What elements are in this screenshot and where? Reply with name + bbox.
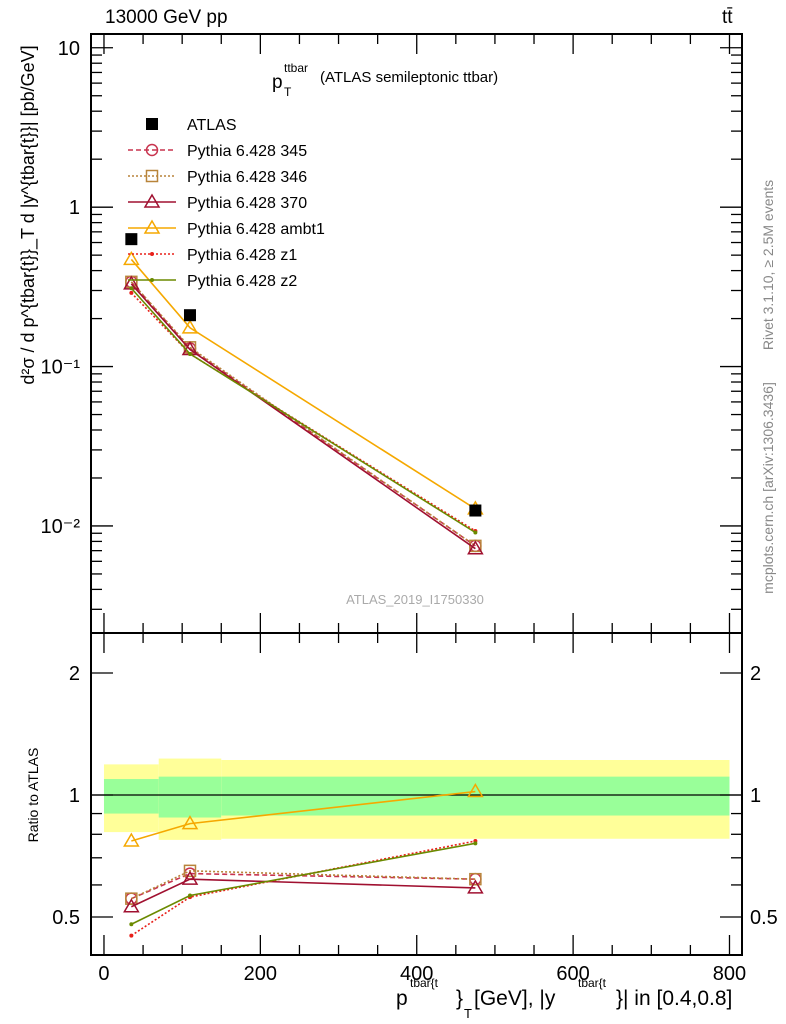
ratio-point	[467, 879, 484, 894]
ratio-point	[123, 898, 140, 913]
main-line	[130, 292, 476, 532]
ratio-ylabel: Ratio to ATLAS	[25, 748, 41, 843]
data-point	[181, 319, 199, 334]
main-line	[130, 283, 476, 550]
plot-title: p ttbar T (ATLAS semileptonic ttbar)	[272, 61, 498, 99]
legend-label: ATLAS	[187, 117, 237, 134]
ratio-point	[473, 841, 478, 846]
top-right-label: tt̄	[722, 7, 733, 28]
ratio-line	[131, 790, 476, 842]
x-tick-label: 600	[556, 963, 589, 985]
legend-label: Pythia 6.428 370	[187, 195, 307, 212]
title-sub: T	[284, 85, 292, 99]
data-point	[125, 233, 138, 246]
ratio-bands	[103, 758, 730, 840]
data-point	[473, 530, 478, 535]
data-point	[123, 250, 140, 266]
ratio-point	[129, 922, 134, 927]
legend-marker	[145, 143, 159, 157]
y-tick-label: 10⁻²	[41, 516, 81, 538]
ratio-y-tick-label-right: 0.5	[750, 907, 778, 929]
legend-label: Pythia 6.428 ambt1	[187, 221, 325, 238]
legend-label: Pythia 6.428 z2	[187, 273, 297, 290]
data-point	[467, 540, 484, 555]
series	[123, 233, 484, 938]
ratio-point	[123, 832, 140, 847]
legend-marker	[143, 219, 161, 234]
x-tick-label: 0	[98, 963, 109, 985]
title-rest: (ATLAS semileptonic ttbar)	[320, 69, 498, 86]
ratio-line	[131, 878, 476, 908]
axis-ticks: 10 1 10⁻¹ 10⁻² 2 2 1 1 0.5 0.5 0 200 400 600 800	[41, 34, 778, 985]
ratio-y-tick-label-right: 2	[750, 663, 761, 685]
ratio-y-tick-label-right: 1	[750, 785, 761, 807]
inner-band	[158, 776, 222, 818]
legend-marker	[146, 118, 158, 130]
ratio-line	[130, 840, 476, 937]
legend: ATLAS Pythia 6.428 345 Pythia 6.428 346 Pyt…	[128, 117, 325, 290]
top-left-label: 13000 GeV pp	[105, 7, 228, 28]
x-tick-label: 200	[244, 963, 277, 985]
legend-label: Pythia 6.428 z1	[187, 247, 297, 264]
title-p: p	[272, 72, 283, 93]
ratio-y-tick-label: 0.5	[52, 907, 80, 929]
legend-label: Pythia 6.428 346	[187, 169, 307, 186]
y-tick-label: 1	[69, 197, 80, 219]
xlabel-p: p	[396, 987, 408, 1010]
legend-entry: Pythia 6.428 z2	[128, 273, 297, 290]
x-tick-label: 800	[713, 963, 746, 985]
ratio-point	[183, 864, 197, 878]
legend-marker	[143, 193, 161, 208]
mcplots-label: mcplots.cern.ch [arXiv:1306.3436]	[760, 382, 776, 594]
data-point	[183, 309, 196, 322]
series-pythia-6-428-z1	[129, 290, 478, 938]
xlabel-brace1: }	[456, 987, 463, 1010]
xlabel-sup2: tbar{t	[578, 976, 607, 990]
ratio-point	[181, 870, 199, 885]
legend-entry: Pythia 6.428 ambt1	[128, 219, 325, 238]
legend-entry: Pythia 6.428 345	[128, 143, 307, 160]
legend-marker	[150, 252, 154, 256]
legend-label: Pythia 6.428 345	[187, 143, 307, 160]
ratio-point	[181, 815, 199, 830]
ratio-y-tick-label: 1	[69, 785, 80, 807]
series-pythia-6-428-z2	[129, 286, 478, 927]
x-axis-label: p tbar{t } T [GeV], |y tbar{t }| in [0.4…	[396, 976, 732, 1021]
ratio-point	[187, 893, 192, 898]
x-tick-label: 400	[400, 963, 433, 985]
legend-entry: Pythia 6.428 346	[128, 169, 307, 186]
y-tick-label: 10⁻¹	[41, 357, 81, 379]
ratio-point	[129, 933, 134, 938]
data-point	[187, 351, 192, 356]
title-sup: ttbar	[284, 61, 308, 75]
ratio-y-tick-label: 2	[69, 663, 80, 685]
data-point	[469, 504, 482, 517]
series-atlas	[125, 233, 482, 517]
main-line	[130, 281, 476, 547]
rivet-label: Rivet 3.1.10, ≥ 2.5M events	[760, 180, 776, 350]
legend-marker	[145, 169, 159, 183]
ratio-point	[125, 892, 138, 905]
legend-marker	[150, 278, 154, 282]
ratio-point	[469, 872, 482, 886]
xlabel-mid: [GeV], |y	[474, 987, 556, 1010]
legend-entry: ATLAS	[146, 117, 237, 134]
xlabel-sub: T	[464, 1006, 472, 1021]
legend-entry: Pythia 6.428 z1	[128, 247, 297, 264]
legend-entry: Pythia 6.428 370	[128, 193, 307, 212]
xlabel-sup1: tbar{t	[410, 976, 439, 990]
main-line	[130, 281, 476, 547]
watermark: ATLAS_2019_I1750330	[346, 592, 484, 607]
main-line	[130, 258, 476, 510]
main-line	[130, 287, 476, 534]
data-point	[129, 286, 134, 291]
xlabel-end: }| in [0.4,0.8]	[616, 987, 732, 1010]
ratio-point	[467, 783, 484, 798]
y-tick-label: 10	[58, 38, 80, 60]
inner-band	[103, 779, 159, 814]
main-ylabel: d²σ / d p^{tbar{t}}_T d |y^{tbar{t}}| [p…	[18, 45, 39, 384]
data-point	[129, 290, 134, 295]
